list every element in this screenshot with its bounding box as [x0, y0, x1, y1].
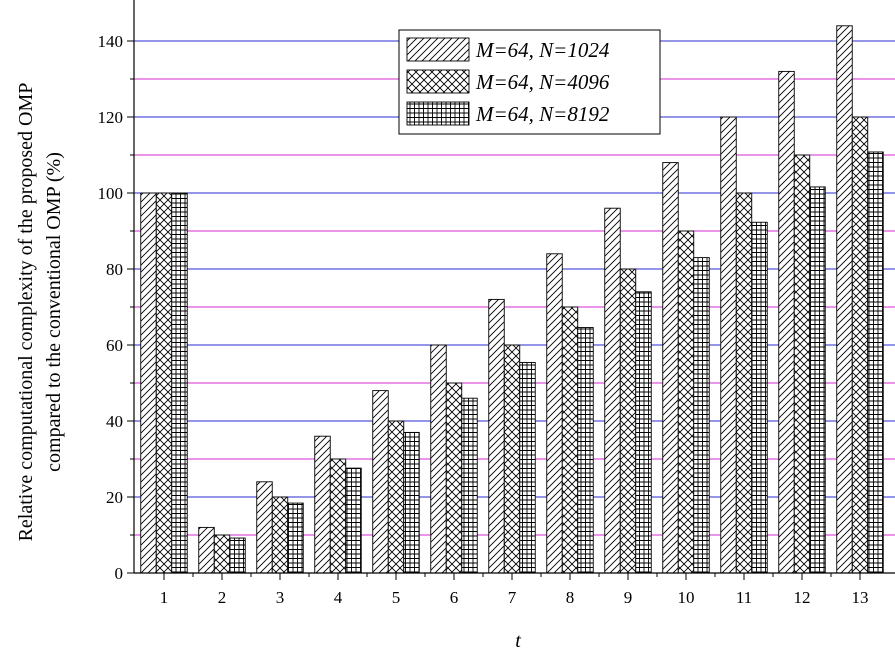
y-tick-label: 60	[106, 336, 123, 355]
legend-swatch	[406, 101, 470, 126]
bar-series1-t13	[836, 25, 853, 574]
x-tick-label: 4	[334, 588, 343, 607]
y-axis-ticks: 0 20 40 60 80 100 120 140	[98, 32, 134, 583]
bar-series3-t8	[577, 327, 594, 574]
bar-series3-t6	[461, 397, 478, 574]
bar-series2-t10	[677, 230, 695, 574]
bar-series1-t12	[778, 70, 795, 574]
x-tick-label: 10	[678, 588, 695, 607]
x-tick-label: 6	[450, 588, 459, 607]
bar-series1-t8	[546, 253, 563, 574]
bar-series1-t4	[314, 435, 331, 574]
bar-series1-t1	[140, 192, 157, 574]
x-axis-ticks: 1 2 3 4 5 6 7 8 9 10 11 12 13	[160, 573, 869, 607]
x-tick-label: 2	[218, 588, 227, 607]
bar-series1-t2	[198, 526, 215, 574]
x-tick-label: 1	[160, 588, 169, 607]
y-tick-label: 80	[106, 260, 123, 279]
bar-series3-t4	[345, 467, 362, 574]
x-tick-label: 3	[276, 588, 285, 607]
bar-series2-t7	[503, 344, 521, 574]
y-tick-label: 140	[98, 32, 124, 51]
y-tick-label: 40	[106, 412, 123, 431]
bar-series2-t9	[619, 268, 637, 574]
x-tick-label: 13	[852, 588, 869, 607]
x-tick-label: 9	[624, 588, 633, 607]
legend-label: M=64, N=4096	[475, 70, 610, 94]
x-tick-label: 7	[508, 588, 517, 607]
bar-series1-t9	[604, 207, 621, 574]
legend: M=64, N=1024 M=64, N=4096 M=64, N=8192	[398, 29, 661, 135]
bar-series2-t1	[155, 192, 173, 574]
legend-swatch	[406, 69, 470, 94]
bar-series3-t5	[403, 431, 420, 574]
bar-series2-t3	[271, 496, 289, 574]
bar-series3-t9	[635, 291, 652, 574]
bar-series3-t3	[287, 502, 304, 574]
y-axis-title-line1: Relative computational complexity of the…	[15, 83, 37, 542]
bar-series3-t12	[809, 186, 826, 574]
y-tick-label: 100	[98, 184, 124, 203]
bar-series2-t8	[561, 306, 579, 574]
bar-series1-t3	[256, 481, 273, 574]
legend-label: M=64, N=1024	[475, 38, 610, 62]
bar-series3-t7	[519, 362, 536, 574]
bar-series1-t5	[372, 390, 389, 574]
y-tick-label: 0	[115, 564, 124, 583]
bar-series3-t13	[867, 151, 884, 574]
axes	[133, 0, 895, 574]
legend-swatch	[406, 37, 470, 62]
x-tick-label: 11	[736, 588, 752, 607]
bar-series1-t10	[662, 162, 679, 574]
bar-series1-t7	[488, 298, 505, 574]
y-tick-label: 120	[98, 108, 124, 127]
x-tick-label: 12	[794, 588, 811, 607]
bar-series3-t1	[171, 192, 188, 574]
bar-series3-t2	[229, 537, 246, 574]
bar-series3-t11	[751, 221, 768, 574]
bar-series2-t12	[793, 154, 811, 574]
bar-series2-t13	[851, 116, 869, 574]
bar-series2-t2	[213, 534, 231, 574]
bar-series3-t10	[693, 257, 710, 574]
bar-series2-t6	[445, 382, 463, 574]
bar-series2-t5	[387, 420, 405, 574]
bar-series2-t4	[329, 458, 347, 574]
bar-series2-t11	[735, 192, 753, 574]
x-tick-label: 8	[566, 588, 575, 607]
x-tick-label: 5	[392, 588, 401, 607]
bar-series1-t11	[720, 116, 737, 574]
legend-label: M=64, N=8192	[475, 102, 610, 126]
x-axis-title: t	[515, 630, 521, 652]
y-tick-label: 20	[106, 488, 123, 507]
y-axis-title-line2: compared to the conventional OMP (%)	[43, 152, 65, 472]
bar-series1-t6	[430, 344, 447, 574]
